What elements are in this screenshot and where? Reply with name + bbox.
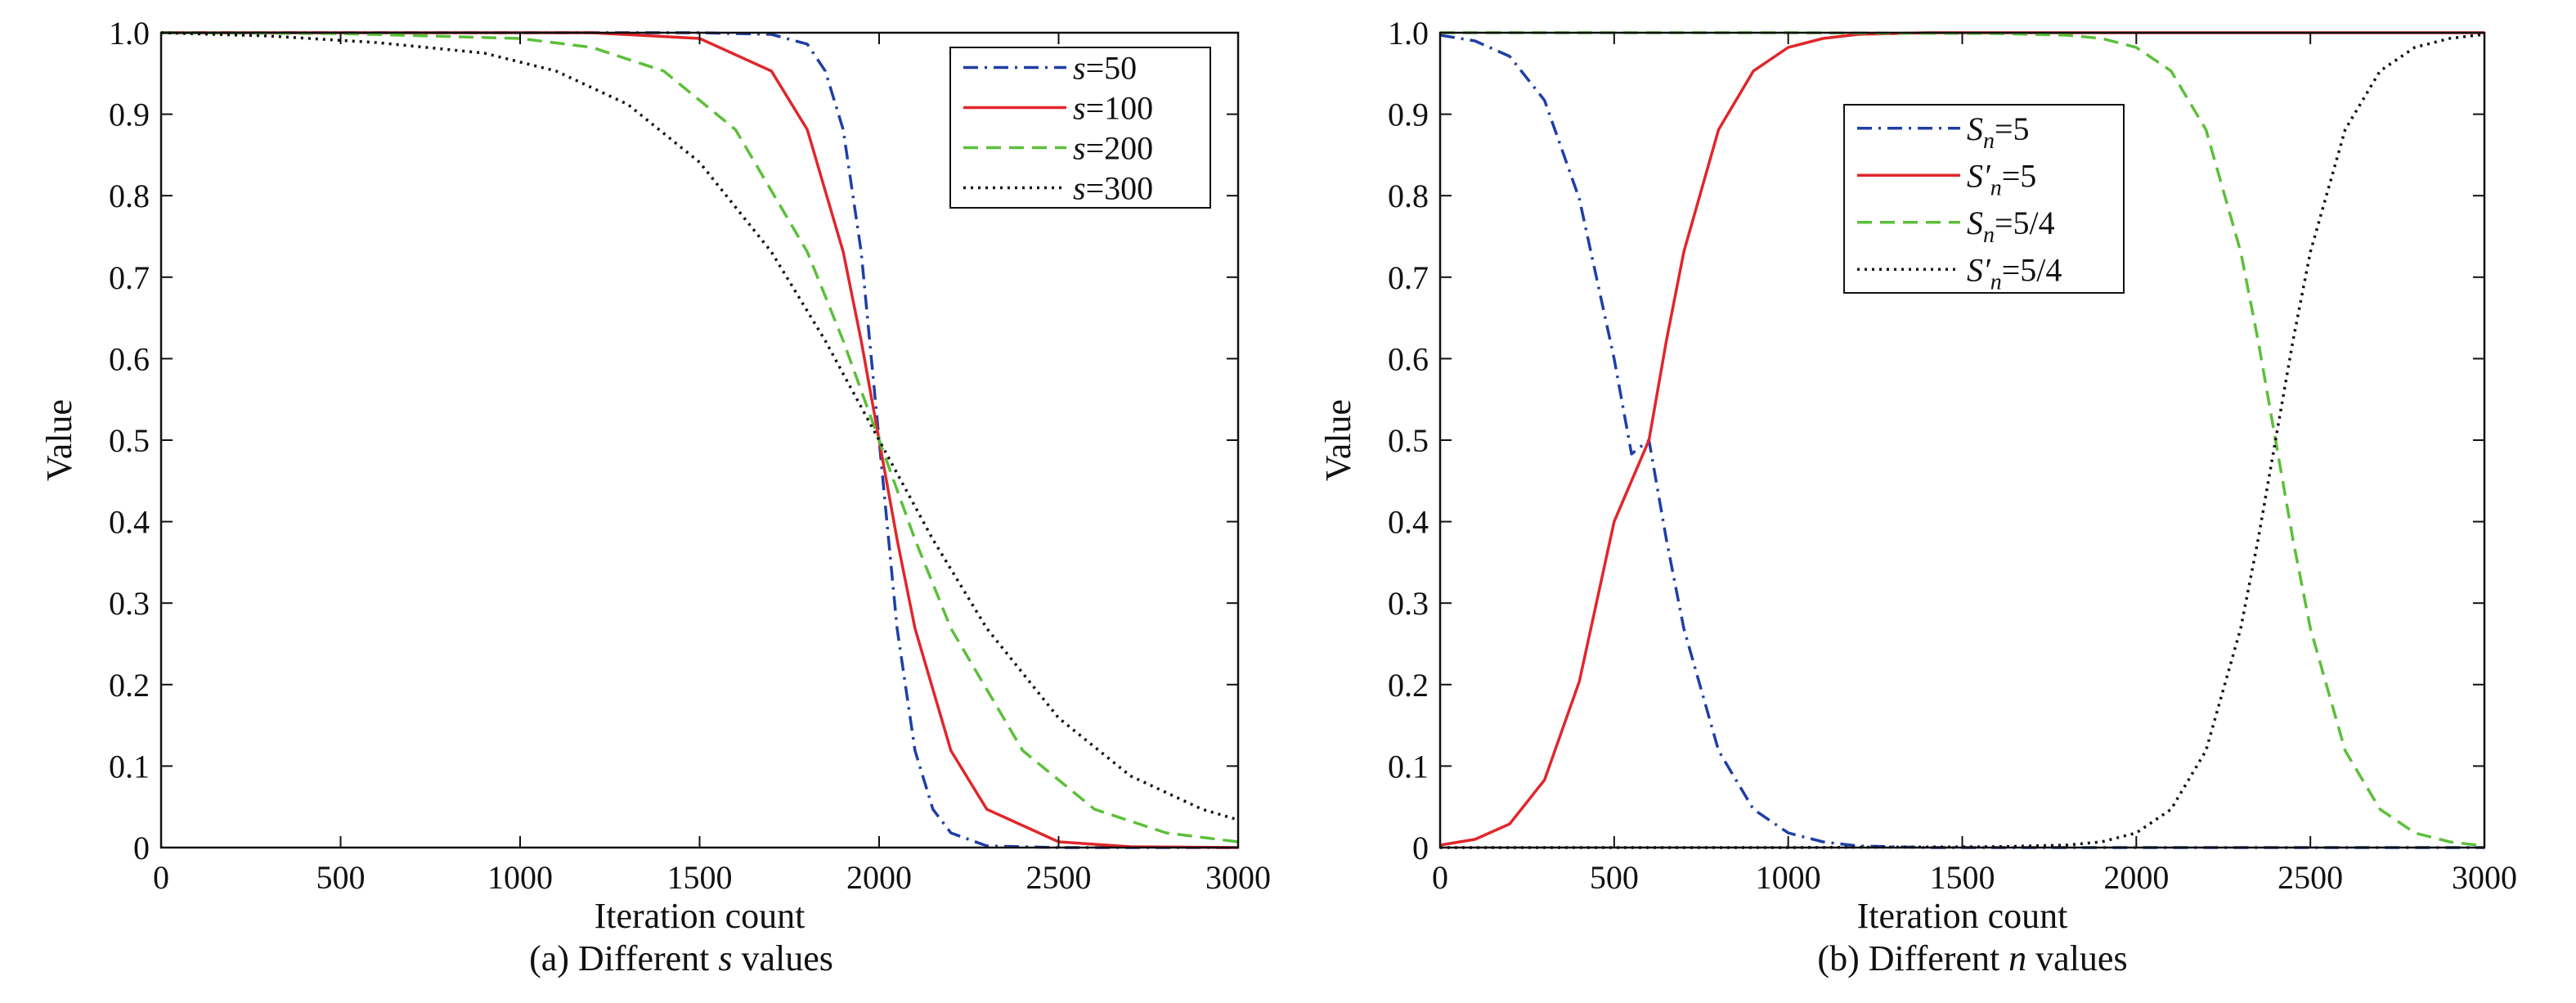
y-tick-label: 0.6	[109, 340, 150, 377]
legend-subscript: n	[1983, 128, 1995, 154]
legend-label-1: s=50	[1073, 50, 1137, 87]
legend-prime: ′	[1983, 157, 1991, 194]
chart-panel-a: 0 500 1000 1500 2000 2500 3000 0 0.1 0.2 0.3 0.4 0.5…	[39, 15, 1271, 978]
y-tick-label: 0.8	[1388, 178, 1429, 214]
legend-var: S	[1967, 157, 1983, 194]
legend-label-4: S′n=5/4	[1967, 251, 2062, 295]
legend-label-2: s=100	[1073, 90, 1153, 127]
legend-prime: ′	[1983, 251, 1991, 288]
y-tick-label: 0.2	[1388, 667, 1429, 704]
legend-var: s	[1073, 50, 1086, 87]
y-tick-label: 0.9	[109, 97, 150, 133]
series-line-3	[1440, 31, 2484, 848]
x-tick-label: 1500	[667, 859, 733, 896]
y-tick-label: 0.6	[1388, 340, 1429, 377]
legend-var: s	[1073, 130, 1086, 167]
legend-var: S	[1967, 205, 1983, 241]
y-tick-label: 0.7	[1388, 259, 1429, 296]
chart-panel-b: 0 500 1000 1500 2000 2500 3000 0 0.1 0.2 0.3 0.4 0.5…	[1318, 15, 2517, 978]
x-axis-label: Iteration count	[1857, 896, 2068, 936]
y-tick-label: 0.7	[109, 259, 150, 296]
y-tick-label: 1.0	[1388, 15, 1429, 52]
x-tick-label: 0	[153, 859, 169, 896]
series-line-2	[1440, 31, 2484, 847]
legend-label-2: S′n=5	[1967, 157, 2036, 200]
series-group	[1440, 31, 2484, 849]
y-tick-label: 0.5	[1388, 422, 1429, 459]
y-tick-label: 0	[133, 830, 150, 866]
x-tick-label: 3000	[1205, 859, 1271, 896]
y-tick-label: 0.2	[109, 667, 150, 704]
y-tick-label: 0.1	[109, 748, 150, 785]
legend-subscript: n	[1990, 269, 2002, 295]
legend-rest: =100	[1086, 90, 1154, 127]
legend-subscript: n	[1990, 175, 2002, 200]
x-tick-label: 500	[316, 859, 366, 896]
x-tick-label: 2500	[2278, 859, 2343, 896]
x-tick-label: 2000	[846, 859, 912, 896]
caption-variable: n	[2008, 938, 2026, 978]
legend-rest: =5/4	[2002, 251, 2062, 288]
legend-box	[1843, 104, 2125, 294]
legend-var: s	[1073, 170, 1086, 207]
caption-prefix: (a) Different	[529, 938, 718, 978]
x-tick-label: 500	[1590, 859, 1639, 896]
x-tick-label: 1000	[1756, 859, 1821, 896]
legend-label-3: s=200	[1073, 130, 1153, 167]
x-tick-label: 0	[1432, 859, 1448, 896]
y-tick-label: 0.1	[1388, 748, 1429, 785]
y-tick-label: 0.4	[1388, 504, 1429, 541]
series-line-4	[1440, 33, 2484, 849]
y-axis-label: Value	[1318, 399, 1358, 481]
y-tick-label: 0.4	[109, 504, 150, 541]
legend-box	[949, 47, 1211, 209]
legend-label-3: Sn=5/4	[1967, 205, 2055, 248]
caption-variable: s	[718, 938, 732, 978]
legend-rest: =200	[1086, 130, 1154, 167]
legend-rest: =5	[1995, 110, 2030, 147]
y-tick-label: 0.3	[1388, 585, 1429, 622]
legend-rest: =5	[2002, 157, 2037, 194]
legend-label-4: s=300	[1073, 170, 1153, 207]
legend-var: S	[1967, 110, 1983, 147]
series-group	[161, 31, 1238, 849]
x-tick-label: 3000	[2452, 859, 2517, 896]
caption-suffix: values	[733, 938, 833, 978]
x-tick-label: 1000	[487, 859, 553, 896]
legend-rest: =300	[1086, 170, 1154, 207]
x-tick-label: 2000	[2103, 859, 2169, 896]
chart-caption: (a) Different s values	[529, 938, 833, 978]
legend-var: s	[1073, 90, 1086, 127]
legend-rest: =50	[1086, 50, 1138, 87]
y-tick-label: 1.0	[109, 15, 150, 52]
series-line-1	[161, 31, 1238, 849]
x-axis-label: Iteration count	[595, 896, 806, 936]
caption-suffix: values	[2026, 938, 2127, 978]
legend-subscript: n	[1983, 223, 1995, 248]
y-tick-label: 0.5	[109, 422, 150, 459]
y-tick-label: 0.3	[109, 585, 150, 622]
x-tick-label: 1500	[1930, 859, 1995, 896]
chart-caption: (b) Different n values	[1817, 938, 2127, 978]
legend-var: S	[1967, 251, 1983, 288]
legend-label-1: Sn=5	[1967, 110, 2030, 154]
y-tick-label: 0.8	[109, 178, 150, 214]
legend: Sn=5S′n=5Sn=5/4S′n=5/4	[1843, 104, 2125, 295]
y-tick-label: 0	[1412, 830, 1429, 866]
caption-prefix: (b) Different	[1817, 938, 2008, 978]
series-line-3	[161, 31, 1238, 843]
legend-rest: =5/4	[1995, 205, 2055, 241]
y-tick-label: 0.9	[1388, 97, 1429, 133]
y-axis-label: Value	[39, 399, 79, 481]
x-tick-label: 2500	[1026, 859, 1092, 896]
